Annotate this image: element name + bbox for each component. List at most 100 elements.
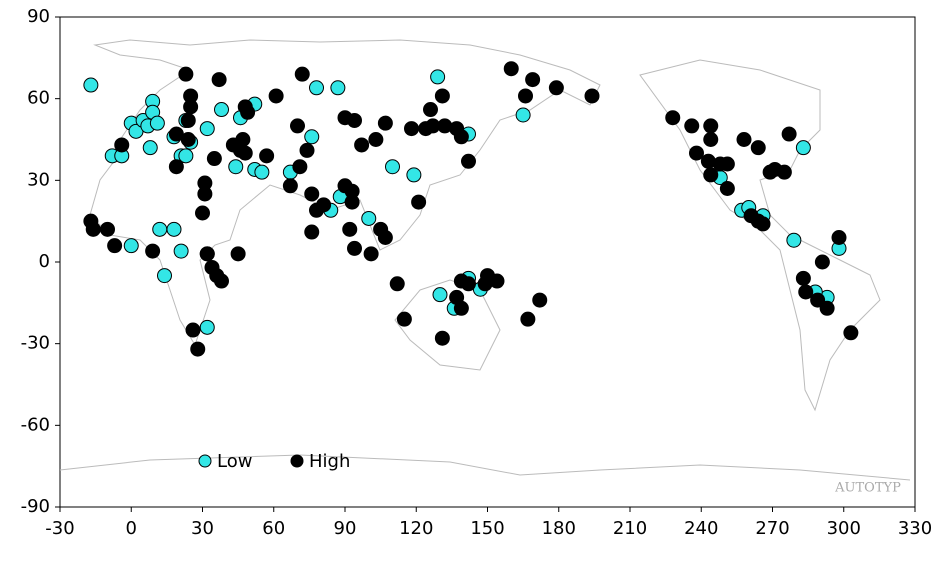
- point: [85, 221, 101, 237]
- x-tick-label: 270: [755, 518, 789, 539]
- legend-label: Low: [217, 451, 252, 472]
- point: [259, 148, 275, 164]
- point: [689, 145, 704, 161]
- point: [344, 194, 360, 210]
- point: [149, 115, 165, 131]
- point: [152, 221, 168, 237]
- point: [185, 322, 201, 338]
- point: [299, 142, 315, 158]
- x-tick-label: 30: [191, 518, 214, 539]
- point: [292, 159, 308, 175]
- point: [173, 243, 189, 259]
- point: [199, 246, 215, 262]
- point: [831, 230, 847, 245]
- point: [199, 121, 215, 137]
- x-tick-label: -30: [45, 518, 74, 539]
- point: [703, 132, 719, 147]
- point: [703, 118, 719, 134]
- point: [330, 80, 346, 96]
- point: [363, 246, 379, 262]
- point: [385, 159, 400, 175]
- point: [240, 104, 256, 120]
- point: [361, 210, 377, 226]
- point: [810, 292, 826, 308]
- point: [235, 132, 251, 147]
- point: [786, 232, 802, 248]
- point: [166, 221, 182, 237]
- y-tick-label: 90: [27, 6, 50, 27]
- point: [197, 175, 213, 191]
- point: [195, 205, 210, 221]
- y-tick-label: -90: [21, 496, 50, 517]
- point: [755, 216, 771, 232]
- point: [776, 164, 792, 180]
- x-tick-label: 300: [827, 518, 861, 539]
- point: [114, 137, 130, 153]
- y-tick-label: 30: [27, 169, 50, 190]
- x-tick-label: 90: [334, 518, 357, 539]
- point: [268, 88, 284, 104]
- legend-label: High: [309, 451, 350, 472]
- point: [411, 194, 427, 210]
- legend-marker: [290, 454, 304, 468]
- point: [404, 121, 419, 137]
- x-tick-label: 60: [262, 518, 285, 539]
- point: [515, 107, 531, 123]
- x-tick-label: 180: [542, 518, 576, 539]
- point: [819, 300, 835, 316]
- plot-frame: [59, 16, 916, 508]
- point: [304, 224, 320, 240]
- point: [230, 246, 246, 262]
- x-tick-label: 120: [399, 518, 433, 539]
- point: [736, 132, 752, 147]
- y-tick-label: -30: [21, 333, 50, 354]
- point: [525, 72, 541, 88]
- point: [548, 80, 564, 96]
- point: [180, 112, 196, 128]
- point: [309, 80, 324, 96]
- x-tick-label: 0: [126, 518, 137, 539]
- point: [503, 61, 519, 77]
- watermark: AUTOTYP: [834, 481, 901, 496]
- point: [347, 112, 362, 128]
- point: [368, 132, 384, 147]
- point: [107, 238, 123, 254]
- point: [377, 115, 393, 131]
- y-tick-label: 60: [27, 88, 50, 109]
- point: [206, 151, 222, 167]
- point: [282, 178, 298, 194]
- x-tick-label: 330: [898, 518, 932, 539]
- point: [518, 88, 533, 104]
- point: [584, 88, 600, 104]
- legend-marker: [198, 454, 212, 468]
- point: [520, 311, 536, 327]
- point: [750, 140, 766, 156]
- point: [781, 126, 797, 142]
- point: [316, 197, 332, 213]
- point: [304, 129, 320, 145]
- point: [719, 156, 735, 172]
- point: [347, 240, 362, 256]
- point: [294, 66, 310, 82]
- point: [389, 276, 405, 292]
- y-tick-label: -60: [21, 414, 50, 435]
- point: [532, 292, 548, 308]
- x-tick-label: 210: [613, 518, 647, 539]
- point: [684, 118, 700, 134]
- point: [157, 268, 172, 284]
- point: [123, 238, 139, 254]
- point: [354, 137, 370, 153]
- point: [703, 167, 719, 183]
- point: [719, 181, 735, 196]
- point: [214, 273, 229, 289]
- point: [377, 230, 393, 245]
- point: [795, 270, 811, 286]
- point: [489, 273, 505, 289]
- point: [199, 319, 215, 335]
- point: [178, 66, 194, 82]
- point: [83, 77, 99, 93]
- point: [168, 159, 184, 175]
- point: [342, 221, 358, 237]
- point: [798, 284, 814, 300]
